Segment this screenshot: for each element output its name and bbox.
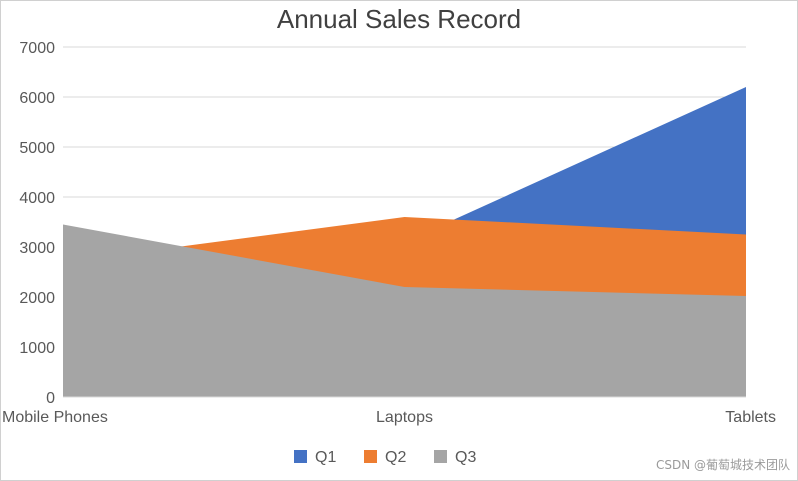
legend-swatch-q1 [294, 450, 307, 463]
area-series-q3 [63, 224, 746, 397]
x-tick-label: Tablets [725, 409, 776, 426]
legend-label-q3: Q3 [455, 449, 476, 466]
watermark: CSDN @葡萄城技术团队 [655, 458, 790, 472]
y-tick-label: 6000 [19, 90, 55, 107]
x-tick-label: Mobile Phones [2, 409, 108, 426]
legend-swatch-q3 [434, 450, 447, 463]
y-tick-label: 2000 [19, 290, 55, 307]
series-areas [63, 87, 746, 397]
legend: Q1 Q2 Q3 [294, 449, 476, 466]
y-tick-label: 4000 [19, 190, 55, 207]
x-tick-label: Laptops [376, 409, 433, 426]
legend-label-q2: Q2 [385, 449, 406, 466]
y-tick-label: 7000 [19, 40, 55, 57]
y-tick-label: 0 [46, 390, 55, 407]
y-tick-label: 1000 [19, 340, 55, 357]
axes: 0 1000 2000 3000 4000 5000 6000 7000 Mobile Phon… [2, 40, 776, 426]
y-tick-label: 5000 [19, 140, 55, 157]
legend-label-q1: Q1 [315, 449, 336, 466]
y-tick-label: 3000 [19, 240, 55, 257]
chart-title: Annual Sales Record [276, 4, 522, 34]
legend-swatch-q2 [364, 450, 377, 463]
